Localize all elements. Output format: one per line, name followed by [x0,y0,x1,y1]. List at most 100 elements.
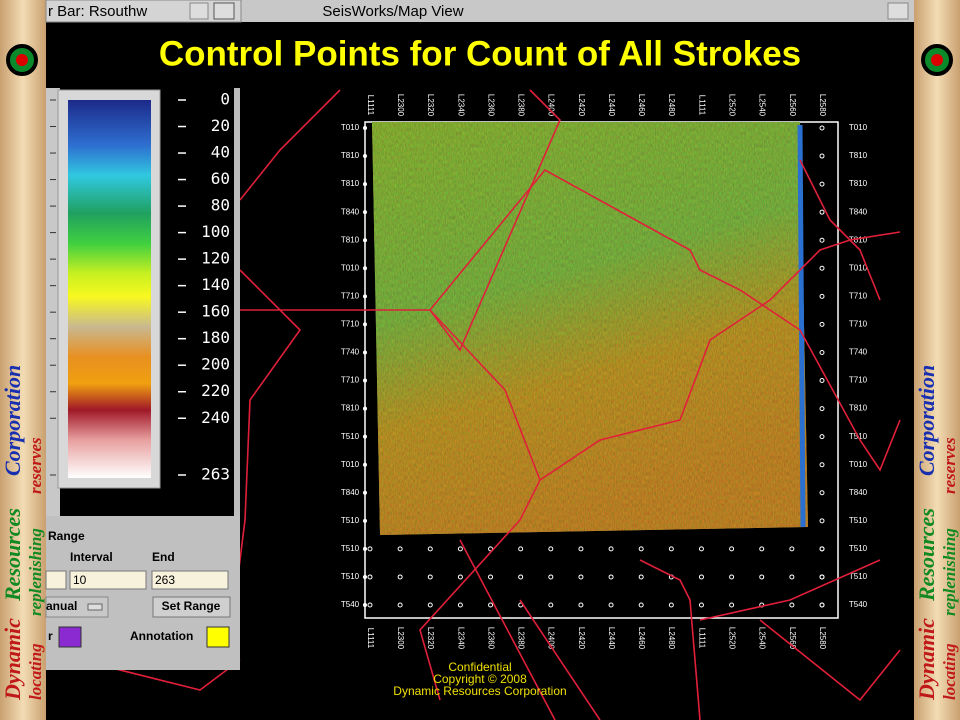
input-value: 10 [73,573,87,587]
control-point [819,181,825,187]
control-point [819,265,825,271]
dropdown[interactable] [45,596,109,618]
field-label: Annotation [130,629,193,643]
control-point [819,602,825,608]
field-label: End [152,550,175,564]
banner-tagline: replenishing [940,528,959,616]
colorbar [68,100,151,478]
footer-text: Confidential [448,660,511,674]
control-point [819,237,825,243]
control-point [363,603,367,607]
control-point [488,574,494,580]
row-label: T510 [849,572,868,581]
window-button[interactable] [213,2,235,20]
control-point [363,238,367,243]
button[interactable] [152,596,231,618]
column-label: L2340 [456,94,465,117]
column-label: L2460 [637,627,646,650]
color-swatch[interactable] [206,626,230,648]
column-label: L2300 [396,94,405,117]
control-point [819,518,825,524]
control-point [819,462,825,468]
column-label: L2560 [788,94,797,117]
banner-word: Resources [914,508,939,602]
row-label: T510 [341,432,360,441]
input-value: 263 [155,573,175,587]
control-point [789,602,795,608]
control-point [608,546,614,552]
control-point [363,518,367,523]
footer-text: Copyright © 2008 [433,672,527,686]
banner-tagline: reserves [940,437,959,494]
column-label: L2520 [727,627,736,650]
row-label: T510 [849,516,868,525]
window-button[interactable] [887,2,909,20]
control-point [698,574,704,580]
control-point [363,266,367,271]
colorbar-ticks: 0 20 40 60 80 100 120 140 160 180 200 220 240 263 [50,90,230,484]
control-point [819,490,825,496]
window-button[interactable] [189,2,209,20]
column-label: L2360 [486,627,495,650]
row-label: T510 [341,572,360,581]
row-label: T510 [341,544,360,553]
control-point [819,546,825,552]
input[interactable] [45,570,67,590]
column-label: L2320 [426,627,435,650]
input[interactable] [69,570,147,590]
tick-label: 240 [201,408,230,427]
seismic-area [372,122,808,535]
control-point [367,574,373,580]
banner-text: Dynamic Resources Corporation locating reple… [0,365,45,701]
banner-word: Dynamic [0,618,25,701]
column-label: L2380 [517,627,526,650]
banner-word: Resources [0,508,25,602]
tick-label: 100 [201,222,230,241]
control-point [363,378,367,383]
control-point [363,126,367,130]
control-point [819,349,825,355]
footer-text: Dynamic Resources Corporation [393,684,566,698]
control-point [578,546,584,552]
colorbar-gutter [46,88,60,516]
control-point [638,546,644,552]
dropdown-value: anual [46,599,77,613]
control-point [819,209,825,215]
input[interactable] [151,570,229,590]
row-label: T840 [341,488,360,497]
logo [6,44,38,76]
tick-label: 160 [201,302,230,321]
column-label: L1111 [366,628,375,649]
color-swatch[interactable] [58,626,82,648]
tick-label: 180 [201,328,230,347]
column-label: L2480 [667,627,676,650]
column-label: L2460 [637,94,646,117]
column-label: L1111 [697,628,706,649]
control-point [457,574,463,580]
row-label: T710 [849,291,868,300]
banner-tagline: replenishing [26,528,45,616]
left-banner [0,0,46,720]
row-label: T510 [849,544,868,553]
row-label: T810 [341,179,360,188]
control-point [698,602,704,608]
tick-label: 220 [201,381,230,400]
control-point [819,406,825,412]
column-label: L2400 [547,94,556,117]
control-point [518,574,524,580]
tick-label: 0 [220,90,230,109]
control-point [819,321,825,327]
column-label: L1111 [697,95,706,116]
right-banner [914,0,960,720]
control-point [363,210,367,215]
row-label: T010 [341,123,360,132]
row-label: T810 [341,404,360,413]
column-label: L2440 [607,94,616,117]
row-label: T810 [849,404,868,413]
control-point [608,602,614,608]
column-label: L2580 [818,627,827,650]
control-point [363,350,367,355]
column-label: L2520 [727,94,736,117]
column-label: L2560 [788,627,797,650]
